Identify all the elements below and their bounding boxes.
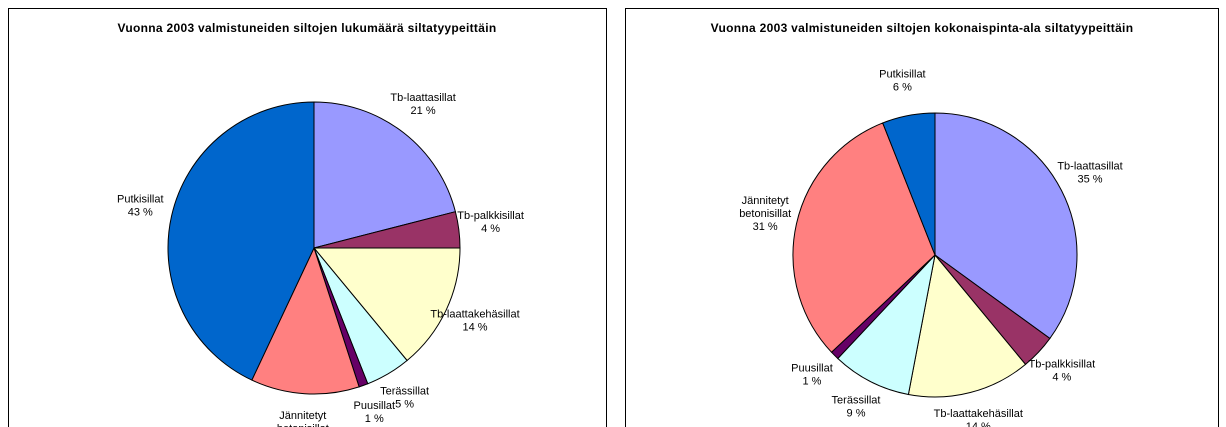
text-line: Vuonna 2003 valmistuneiden siltojen koko… (711, 21, 1134, 35)
category-label: Putkisillat (117, 194, 163, 206)
text-line: Jännitetyt (279, 410, 326, 422)
pie-slice (934, 112, 1078, 340)
value-label: 43 % (128, 207, 153, 219)
value-label: 5 % (395, 399, 414, 411)
category-label: Tb-palkkisillat (1029, 359, 1096, 371)
text-line: betonisillat (739, 208, 791, 220)
text-line: betonisillat (277, 423, 329, 427)
pie-slice (837, 253, 936, 396)
value-label: 14 % (463, 321, 488, 333)
category-label: Puusillat (354, 400, 396, 412)
chart-title: Vuonna 2003 valmistuneiden siltojen luku… (118, 21, 497, 35)
category-label: Tb-palkkisillat (457, 210, 524, 222)
pie-slice (313, 101, 457, 249)
category-label: Tb-laattakehäsillat (934, 408, 1023, 420)
category-label: Puusillat (791, 363, 833, 375)
pie-slice (312, 247, 461, 362)
value-label: 9 % (847, 408, 866, 420)
pie-slice (251, 246, 360, 395)
category-label: Terässillat (380, 386, 429, 398)
pie-slice (167, 101, 315, 381)
value-label: 1 % (365, 413, 384, 425)
category-label: Tb-laattakehäsillat (430, 308, 519, 320)
value-label: 35 % (1077, 174, 1102, 186)
value-label: 21 % (411, 105, 436, 117)
value-label: 4 % (481, 223, 500, 235)
pie-slice (882, 112, 936, 256)
pie-slice (792, 122, 936, 353)
value-label: 1 % (802, 376, 821, 388)
category-label: Tb-laattasillat (390, 92, 455, 104)
value-label: 14 % (966, 421, 991, 427)
value-label: 4 % (1052, 372, 1071, 384)
value-label: 31 % (753, 221, 778, 233)
text-line: Vuonna 2003 valmistuneiden siltojen luku… (118, 21, 497, 35)
chart-title: Vuonna 2003 valmistuneiden siltojen koko… (711, 21, 1134, 35)
value-label: 6 % (893, 82, 912, 94)
category-label: Terässillat (832, 395, 881, 407)
pie-slice (907, 253, 1027, 398)
category-label: Tb-laattasillat (1057, 161, 1122, 173)
category-label: Putkisillat (879, 69, 925, 81)
text-line: Jännitetyt (742, 195, 789, 207)
